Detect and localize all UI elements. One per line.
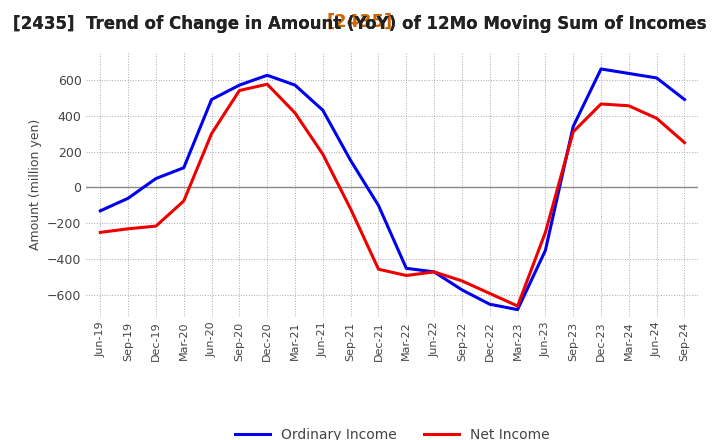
Net Income bbox=[624, 103, 633, 108]
Ordinary Income bbox=[402, 266, 410, 271]
Net Income bbox=[430, 269, 438, 275]
Ordinary Income bbox=[124, 196, 132, 201]
Net Income bbox=[513, 304, 522, 309]
Net Income bbox=[485, 291, 494, 296]
Net Income bbox=[179, 198, 188, 204]
Net Income bbox=[152, 224, 161, 229]
Net Income bbox=[541, 230, 550, 235]
Net Income bbox=[96, 230, 104, 235]
Net Income bbox=[458, 278, 467, 283]
Legend: Ordinary Income, Net Income: Ordinary Income, Net Income bbox=[230, 422, 555, 440]
Net Income bbox=[207, 131, 216, 136]
Y-axis label: Amount (million yen): Amount (million yen) bbox=[29, 119, 42, 250]
Ordinary Income bbox=[179, 165, 188, 170]
Ordinary Income bbox=[624, 71, 633, 76]
Text: [2435]: [2435] bbox=[327, 13, 393, 31]
Net Income bbox=[346, 206, 355, 212]
Net Income bbox=[318, 152, 327, 157]
Net Income bbox=[569, 129, 577, 135]
Net Income bbox=[291, 110, 300, 116]
Text: [2435]  Trend of Change in Amount (YoY) of 12Mo Moving Sum of Incomes: [2435] Trend of Change in Amount (YoY) o… bbox=[13, 15, 707, 33]
Net Income bbox=[402, 273, 410, 278]
Ordinary Income bbox=[346, 158, 355, 163]
Ordinary Income bbox=[318, 108, 327, 113]
Line: Net Income: Net Income bbox=[100, 84, 685, 306]
Ordinary Income bbox=[152, 176, 161, 181]
Ordinary Income bbox=[96, 208, 104, 213]
Ordinary Income bbox=[235, 82, 243, 88]
Ordinary Income bbox=[374, 203, 383, 208]
Ordinary Income bbox=[597, 66, 606, 72]
Net Income bbox=[235, 88, 243, 93]
Ordinary Income bbox=[458, 287, 467, 293]
Net Income bbox=[263, 81, 271, 87]
Line: Ordinary Income: Ordinary Income bbox=[100, 69, 685, 310]
Ordinary Income bbox=[513, 307, 522, 312]
Ordinary Income bbox=[652, 75, 661, 81]
Net Income bbox=[597, 101, 606, 106]
Ordinary Income bbox=[263, 73, 271, 78]
Net Income bbox=[374, 267, 383, 272]
Net Income bbox=[124, 226, 132, 231]
Text: [2435]  Trend of Change in Amount (YoY) of 12Mo Moving Sum of Incomes: [2435] Trend of Change in Amount (YoY) o… bbox=[13, 15, 707, 33]
Ordinary Income bbox=[680, 97, 689, 102]
Ordinary Income bbox=[485, 301, 494, 307]
Ordinary Income bbox=[430, 269, 438, 275]
Net Income bbox=[680, 140, 689, 145]
Ordinary Income bbox=[291, 82, 300, 88]
Ordinary Income bbox=[569, 124, 577, 129]
Net Income bbox=[652, 116, 661, 121]
Ordinary Income bbox=[541, 248, 550, 253]
Ordinary Income bbox=[207, 97, 216, 102]
